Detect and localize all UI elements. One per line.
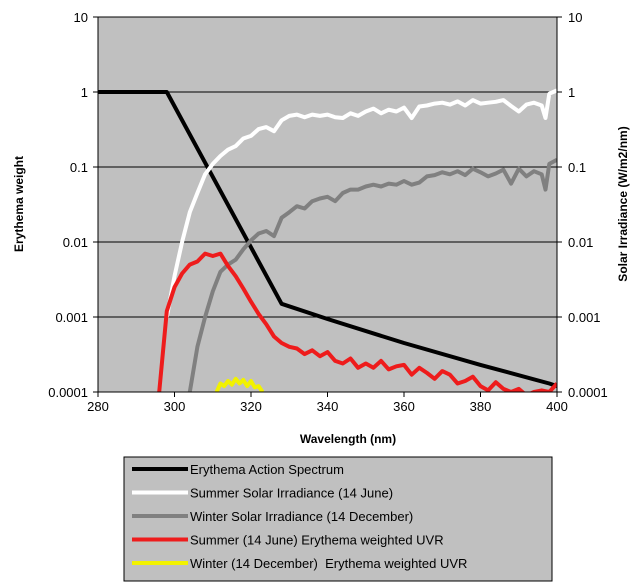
y-tick-label-right: 0.0001 <box>568 385 608 400</box>
legend-label-2: Summer Solar Irradiance (14 June) <box>190 486 393 501</box>
tick-labels: 280 300 320 340 360 380 4000.00010.0010.010.11… <box>48 10 608 414</box>
x-axis-title: Wavelength (nm) <box>300 432 396 446</box>
y-tick-label-left: 10 <box>74 10 88 25</box>
y-tick-label-left: 0.01 <box>63 235 88 250</box>
x-tick-label: 280 <box>87 399 109 414</box>
y-tick-label-left: 1 <box>81 85 88 100</box>
x-tick-label: 360 <box>393 399 415 414</box>
x-tick-label: 400 <box>546 399 568 414</box>
y-tick-label-right: 0.01 <box>568 235 593 250</box>
y-tick-label-left: 0.001 <box>55 310 88 325</box>
x-tick-label: 320 <box>240 399 262 414</box>
legend-box <box>123 456 553 582</box>
y-tick-label-right: 1 <box>568 85 575 100</box>
series-line-4 <box>157 251 557 392</box>
series-line-3 <box>187 157 557 392</box>
y-axis-title-right: Solar Irradiance (W/m2/nm) <box>616 126 630 281</box>
legend-label-4: Summer (14 June) Erythema weighted UVR <box>190 533 444 548</box>
legend: Erythema Action Spectrum Summer Solar Irr… <box>123 456 553 582</box>
series-line-2 <box>164 88 557 318</box>
plot-area <box>98 17 557 392</box>
x-tick-label: 380 <box>470 399 492 414</box>
legend-label-5: Winter (14 December) Erythema weighted U… <box>190 556 467 571</box>
legend-label-1: Erythema Action Spectrum <box>190 462 344 477</box>
y-tick-label-right: 0.1 <box>568 160 586 175</box>
y-tick-label-right: 0.001 <box>568 310 601 325</box>
legend-label-3: Winter Solar Irradiance (14 December) <box>190 509 413 524</box>
series-lines <box>98 88 557 392</box>
y-tick-label-left: 0.0001 <box>48 385 88 400</box>
series-line-1 <box>98 90 557 388</box>
x-tick-label: 300 <box>164 399 186 414</box>
series-line-5 <box>214 376 265 392</box>
axes <box>93 16 562 397</box>
y-tick-label-right: 10 <box>568 10 582 25</box>
y-axis-title-left: Erythema weight <box>12 156 26 252</box>
x-tick-label: 340 <box>317 399 339 414</box>
y-tick-label-left: 0.1 <box>70 160 88 175</box>
